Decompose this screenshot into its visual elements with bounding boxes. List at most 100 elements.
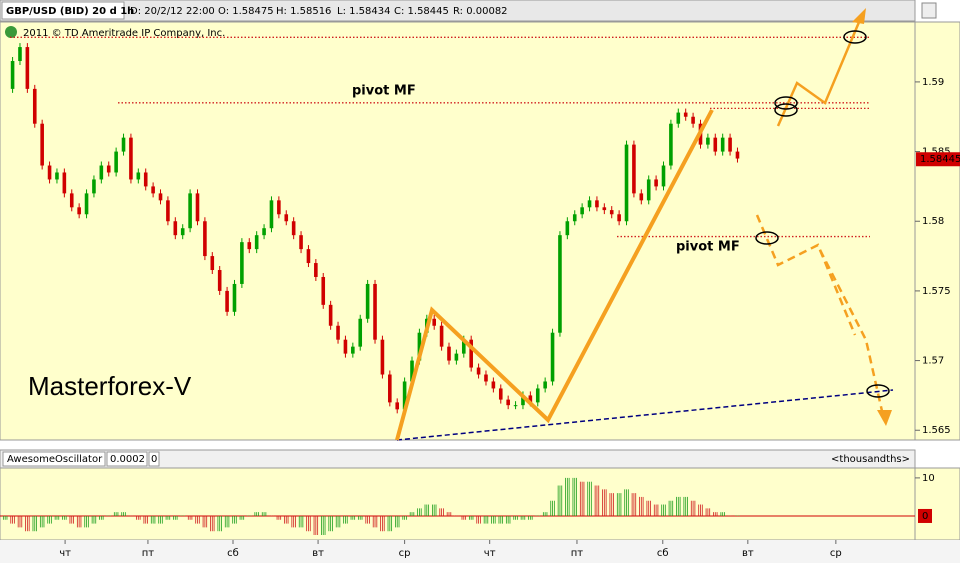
candle — [10, 61, 15, 89]
candle — [439, 325, 444, 347]
candle — [351, 346, 355, 354]
candle — [484, 374, 488, 382]
symbol: GBP/USD (BID) 20 d 1h — [6, 6, 134, 17]
candle — [683, 112, 688, 117]
candle — [580, 207, 584, 215]
last-price-label: 1.58445 — [920, 154, 960, 165]
candle — [343, 339, 348, 354]
brand-label: Masterforex-V — [28, 371, 192, 401]
candle — [18, 47, 22, 62]
candle — [129, 137, 133, 180]
x-tick-label: сб — [227, 548, 239, 559]
header-low: L: 1.58434 — [337, 6, 390, 17]
candle — [402, 381, 407, 410]
candle — [461, 339, 466, 354]
candle — [676, 112, 681, 124]
osc-param-cell — [148, 451, 160, 467]
marker-ellipse — [755, 231, 779, 245]
candle — [195, 193, 200, 222]
candle — [188, 193, 192, 229]
y-tick-label: 1.58 — [922, 216, 944, 227]
candle — [587, 200, 592, 208]
candle — [639, 193, 644, 201]
candle — [595, 200, 599, 208]
candle — [210, 256, 215, 271]
osc-panel — [0, 467, 916, 541]
candle — [77, 207, 81, 215]
candle — [565, 221, 570, 236]
candle — [284, 214, 289, 222]
candle — [173, 221, 178, 236]
y-tick-label: 1.57 — [922, 356, 944, 367]
candle — [454, 353, 459, 361]
candle — [661, 165, 666, 187]
info-icon[interactable] — [5, 26, 17, 38]
x-tick-label: вт — [742, 548, 754, 559]
candle — [646, 179, 651, 201]
candle — [225, 290, 229, 312]
candle — [328, 304, 333, 326]
header-date: D: 20/2/12 22:00 — [130, 6, 215, 17]
candle — [306, 249, 311, 264]
candle — [432, 318, 436, 326]
candle — [720, 137, 725, 152]
candle — [158, 193, 163, 201]
candle — [706, 137, 710, 145]
osc-zero-label: 0 — [922, 511, 928, 522]
osc-name-cell — [2, 451, 106, 467]
candle — [314, 263, 318, 277]
candle — [358, 318, 363, 347]
osc-tick-label: 10 — [922, 473, 935, 484]
candle — [321, 276, 326, 305]
candle — [217, 270, 222, 291]
candle — [617, 214, 621, 222]
candle — [572, 214, 577, 222]
x-tick-label: пт — [142, 548, 155, 559]
osc-units: <thousandths> — [831, 454, 910, 465]
candle — [498, 388, 503, 400]
candle — [62, 172, 67, 194]
pivot-label: pivot MF — [676, 240, 740, 255]
candle — [543, 381, 547, 389]
osc-zero-box — [918, 508, 932, 523]
candle — [632, 144, 636, 194]
candle — [84, 193, 89, 215]
candle — [380, 339, 385, 375]
watermark: 2011 © TD Ameritrade IP Company, Inc. — [23, 28, 225, 39]
y-tick-label: 1.575 — [922, 286, 951, 297]
candle — [373, 283, 377, 340]
candle — [476, 367, 481, 375]
candle — [25, 47, 30, 89]
x-tick-label: вт — [312, 548, 324, 559]
x-tick-label: ср — [830, 548, 842, 559]
candle — [417, 332, 422, 361]
y-tick-label: 1.585 — [922, 147, 951, 158]
candle — [513, 405, 518, 407]
header-close: C: 1.58445 — [394, 6, 449, 17]
candle — [262, 228, 266, 236]
price-axis — [914, 21, 960, 441]
candle — [247, 242, 252, 250]
header-cell — [1, 1, 125, 20]
marker-ellipse — [843, 30, 867, 44]
candle — [602, 207, 607, 211]
candle — [232, 283, 237, 312]
candle — [735, 151, 740, 159]
candle — [121, 137, 126, 152]
candle — [269, 200, 274, 229]
header-range: R: 0.00082 — [453, 6, 508, 17]
trend-line — [396, 389, 894, 441]
x-tick-label: сб — [657, 548, 669, 559]
candle — [106, 165, 111, 173]
settings-button[interactable] — [921, 2, 937, 19]
time-axis — [0, 540, 960, 563]
candle — [277, 200, 281, 215]
header-bar — [0, 0, 916, 22]
candle — [166, 200, 170, 222]
candle — [410, 360, 414, 382]
candle — [365, 283, 370, 319]
candle — [69, 193, 74, 208]
candle — [336, 325, 340, 340]
osc-param: 0.0002 — [110, 454, 145, 465]
